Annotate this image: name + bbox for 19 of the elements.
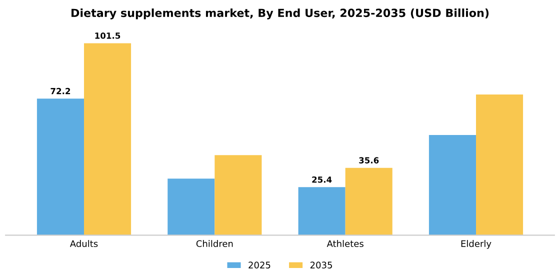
x-tick-label: Athletes [326,240,364,248]
bar [428,134,476,236]
bar [168,178,215,236]
data-label: 35.6 [359,157,379,164]
data-label: 72.2 [50,88,70,94]
bar [36,98,84,236]
data-label: 25.4 [312,176,332,183]
bar [298,187,346,236]
legend-label: 2035 [310,262,332,268]
bar [476,94,524,236]
legend-label: 2025 [248,262,270,268]
x-tick-label: Adults [70,240,98,248]
x-tick-label: Children [196,240,233,248]
chart-title: Dietary supplements market, By End User, 2025-2035 (USD Billion) [72,8,489,20]
bar [214,155,262,236]
data-label: 101.5 [95,32,120,39]
x-tick-label: Elderly [461,240,492,249]
bar [84,43,132,236]
bar [345,168,392,236]
